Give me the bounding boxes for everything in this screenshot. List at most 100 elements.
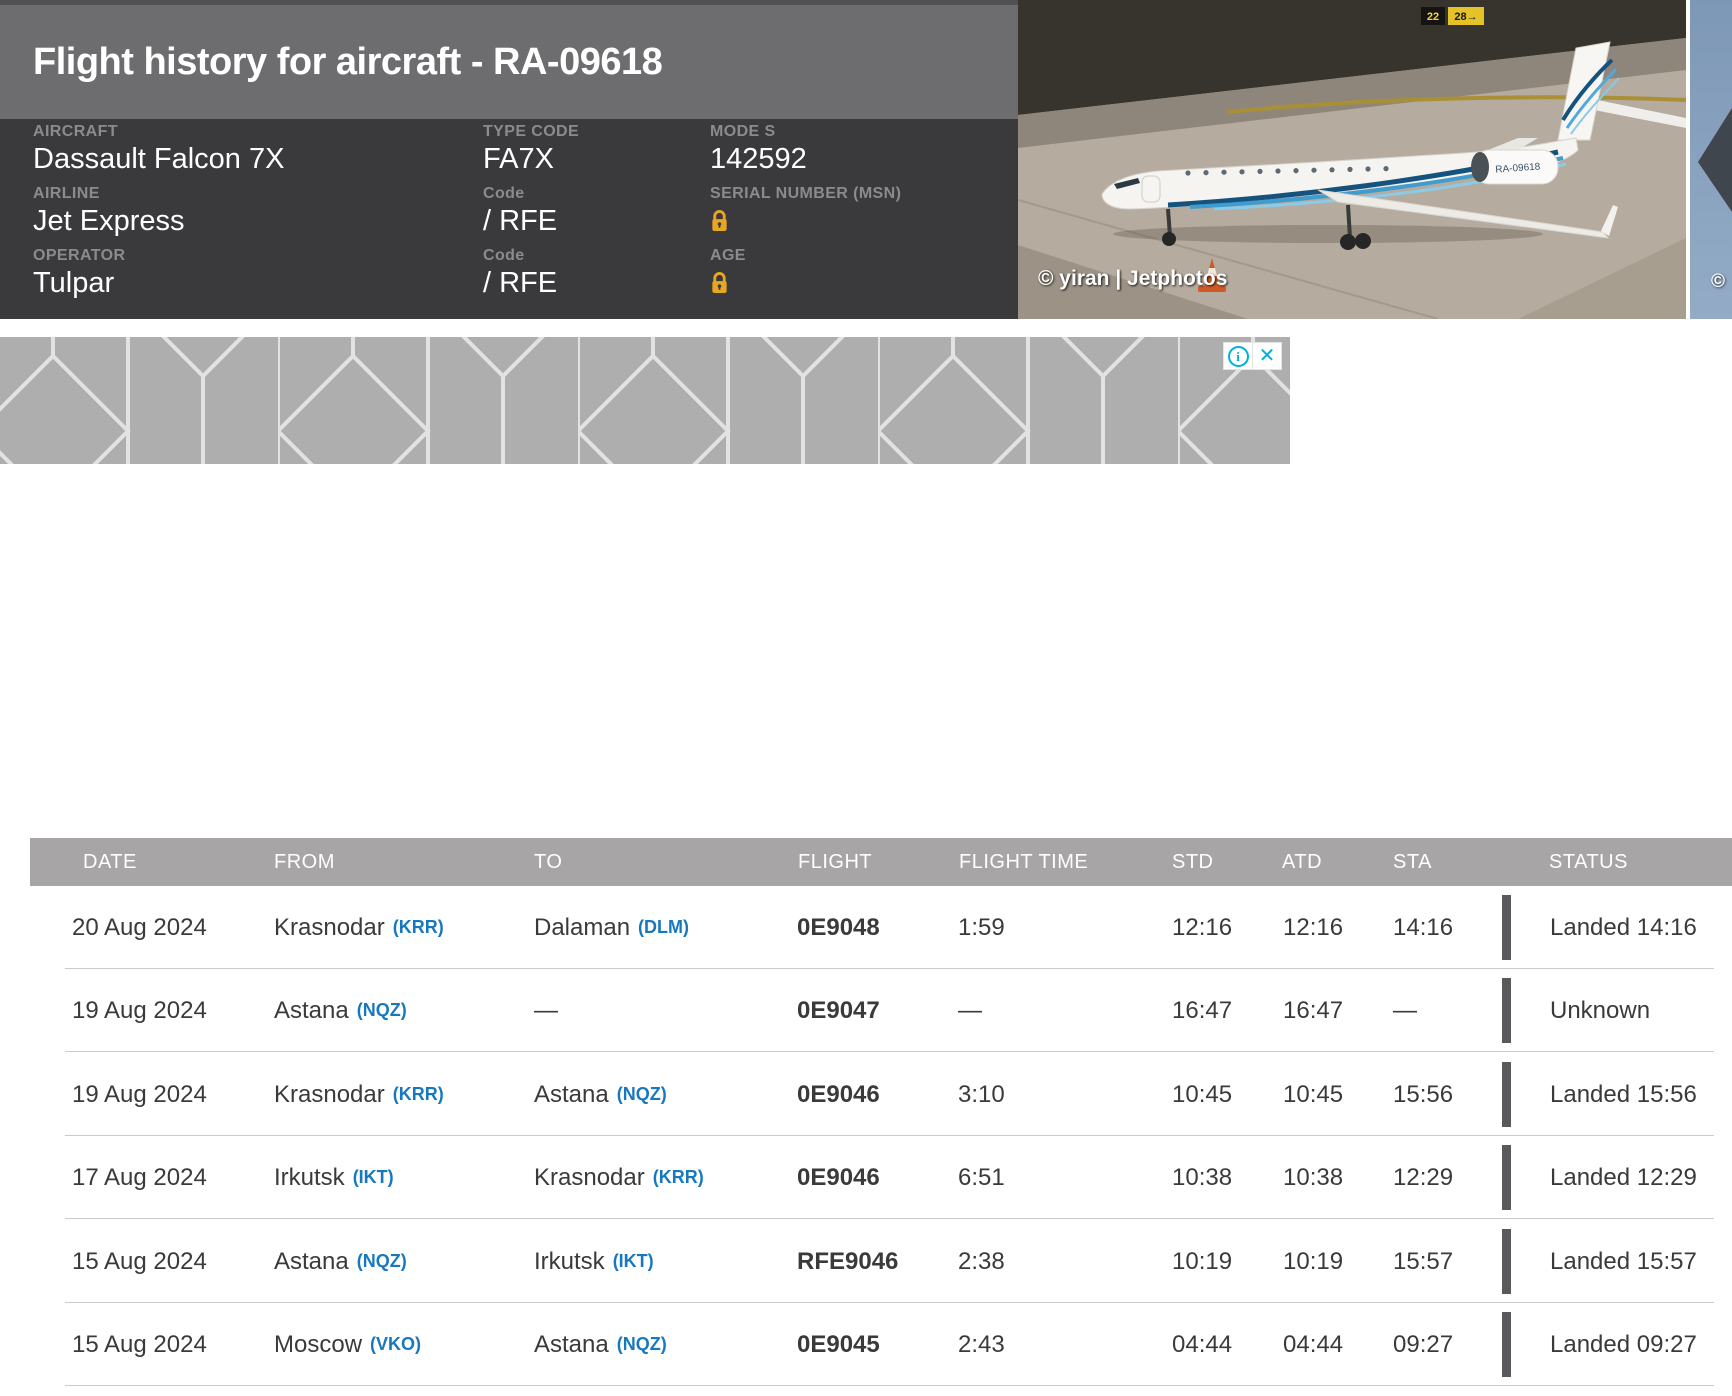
table-row: 20 Aug 2024 Krasnodar (KRR) Dalaman (DLM) … — [0, 886, 1732, 969]
cell-from: Krasnodar (KRR) — [274, 1053, 444, 1136]
cell-flight-time: 2:43 — [958, 1330, 1005, 1358]
status-marker — [1502, 1062, 1511, 1127]
cell-flight-time: — — [958, 996, 982, 1024]
airport-code-link[interactable]: (KRR) — [392, 917, 444, 937]
field-operator: OPERATOR Tulpar — [33, 243, 284, 305]
table-row: 15 Aug 2024 Astana (NQZ) Irkutsk (IKT) RFE… — [0, 1220, 1732, 1303]
column-header-flight: FLIGHT — [798, 850, 873, 873]
flight-number-link[interactable]: 0E9046 — [797, 1163, 880, 1191]
status-marker — [1502, 1145, 1511, 1210]
city-name: Moscow — [274, 1330, 363, 1358]
cell-date: 15 Aug 2024 — [72, 1330, 207, 1358]
column-header-std: STD — [1172, 850, 1214, 873]
flight-number-link[interactable]: 0E9047 — [797, 996, 880, 1024]
flight-number-link[interactable]: 0E9046 — [797, 1080, 880, 1108]
cell-date: 17 Aug 2024 — [72, 1163, 207, 1191]
table-row: 19 Aug 2024 Krasnodar (KRR) Astana (NQZ) 0… — [0, 1053, 1732, 1136]
info-column-3: MODE S 142592 SERIAL NUMBER (MSN) — [710, 119, 901, 305]
airport-code-link[interactable]: (IKT) — [612, 1251, 654, 1271]
cell-std: 10:45 — [1172, 1080, 1233, 1108]
cell-std: 10:19 — [1172, 1247, 1233, 1275]
lock-icon — [712, 210, 727, 231]
cell-atd: 12:16 — [1283, 913, 1344, 941]
ad-close-icon[interactable]: ✕ — [1252, 343, 1281, 369]
cell-date: 19 Aug 2024 — [72, 996, 207, 1024]
cell-date: 19 Aug 2024 — [72, 1080, 207, 1108]
status-marker — [1502, 978, 1511, 1043]
cell-sta: 15:57 — [1393, 1247, 1454, 1275]
cell-atd: 04:44 — [1283, 1330, 1344, 1358]
airport-code-link[interactable]: (IKT) — [352, 1167, 394, 1187]
field-mode-s: MODE S 142592 — [710, 119, 901, 181]
column-header-to: TO — [534, 850, 563, 873]
cell-flight-time: 3:10 — [958, 1080, 1005, 1108]
row-divider — [65, 1051, 1714, 1052]
field-label: TYPE CODE — [483, 123, 580, 140]
airport-code-link[interactable]: (VKO) — [370, 1334, 422, 1354]
field-value: Dassault Falcon 7X — [33, 143, 285, 175]
lock-icon — [712, 272, 727, 293]
table-header: DATE FROM TO FLIGHT FLIGHT TIME STD ATD … — [30, 838, 1732, 886]
airport-code-link[interactable]: (NQZ) — [356, 1251, 407, 1271]
ad-info-icon[interactable]: i — [1224, 343, 1252, 369]
ad-banner[interactable]: i ✕ — [0, 337, 1290, 464]
cell-from: Irkutsk (IKT) — [274, 1136, 394, 1219]
city-name: Krasnodar — [274, 913, 385, 941]
photo-credit: © yiran | Jetphotos — [1038, 267, 1228, 290]
column-header-date: DATE — [83, 850, 137, 873]
field-label: AIRCRAFT — [33, 123, 118, 140]
cell-std: 16:47 — [1172, 996, 1233, 1024]
field-label: Code — [483, 247, 525, 264]
cell-sta: — — [1393, 996, 1417, 1024]
city-name: Astana — [534, 1080, 609, 1108]
secondary-photo[interactable]: © — [1690, 0, 1732, 319]
cell-to: Astana (NQZ) — [534, 1303, 667, 1386]
taxiway-sign-left-text: 22 — [1427, 11, 1439, 23]
cell-atd: 10:19 — [1283, 1247, 1344, 1275]
photo-copyright: © — [1711, 271, 1725, 292]
cell-atd: 10:38 — [1283, 1163, 1344, 1191]
column-header-status: STATUS — [1549, 850, 1628, 873]
city-name: Astana — [534, 1330, 609, 1358]
city-name: Irkutsk — [534, 1247, 605, 1275]
cell-sta: 14:16 — [1393, 913, 1454, 941]
flight-number-link[interactable]: RFE9046 — [797, 1247, 899, 1275]
cell-std: 04:44 — [1172, 1330, 1233, 1358]
airport-code-link[interactable]: (NQZ) — [616, 1084, 667, 1104]
field-operator-code: Code / RFE — [483, 243, 579, 305]
header-top-border — [0, 0, 1018, 5]
row-divider — [65, 1135, 1714, 1136]
info-column-2: TYPE CODE FA7X Code / RFE Code / RFE — [483, 119, 579, 305]
cell-sta: 15:56 — [1393, 1080, 1454, 1108]
field-value: / RFE — [483, 205, 558, 237]
cell-to: Astana (NQZ) — [534, 1053, 667, 1136]
field-label: MODE S — [710, 123, 776, 140]
column-header-flight-time: FLIGHT TIME — [959, 850, 1089, 873]
field-serial-number: SERIAL NUMBER (MSN) — [710, 181, 901, 243]
airport-code-link[interactable]: (NQZ) — [616, 1334, 667, 1354]
flight-number-link[interactable]: 0E9045 — [797, 1330, 880, 1358]
cell-status: Unknown — [1550, 996, 1651, 1024]
cell-status: Landed 15:56 — [1550, 1080, 1697, 1108]
airport-code-link[interactable]: (KRR) — [652, 1167, 704, 1187]
field-type-code: TYPE CODE FA7X — [483, 119, 579, 181]
airport-code-link[interactable]: (NQZ) — [356, 1000, 407, 1020]
airport-code-link[interactable]: (KRR) — [392, 1084, 444, 1104]
cell-flight-time: 1:59 — [958, 913, 1005, 941]
airport-code-link[interactable]: (DLM) — [638, 917, 690, 937]
cell-flight-time: 2:38 — [958, 1247, 1005, 1275]
cell-sta: 12:29 — [1393, 1163, 1454, 1191]
ad-controls: i ✕ — [1223, 342, 1282, 370]
city-name: Astana — [274, 1247, 349, 1275]
registration-text: RA-09618 — [1495, 161, 1541, 175]
aircraft-photo[interactable]: 22 28→ — [1018, 0, 1686, 319]
field-airline-code: Code / RFE — [483, 181, 579, 243]
city-name: — — [534, 996, 558, 1024]
flight-number-link[interactable]: 0E9048 — [797, 913, 880, 941]
field-label: SERIAL NUMBER (MSN) — [710, 185, 902, 202]
city-name: Krasnodar — [534, 1163, 645, 1191]
field-age: AGE — [710, 243, 901, 305]
cell-date: 20 Aug 2024 — [72, 913, 207, 941]
status-marker — [1502, 1312, 1511, 1377]
